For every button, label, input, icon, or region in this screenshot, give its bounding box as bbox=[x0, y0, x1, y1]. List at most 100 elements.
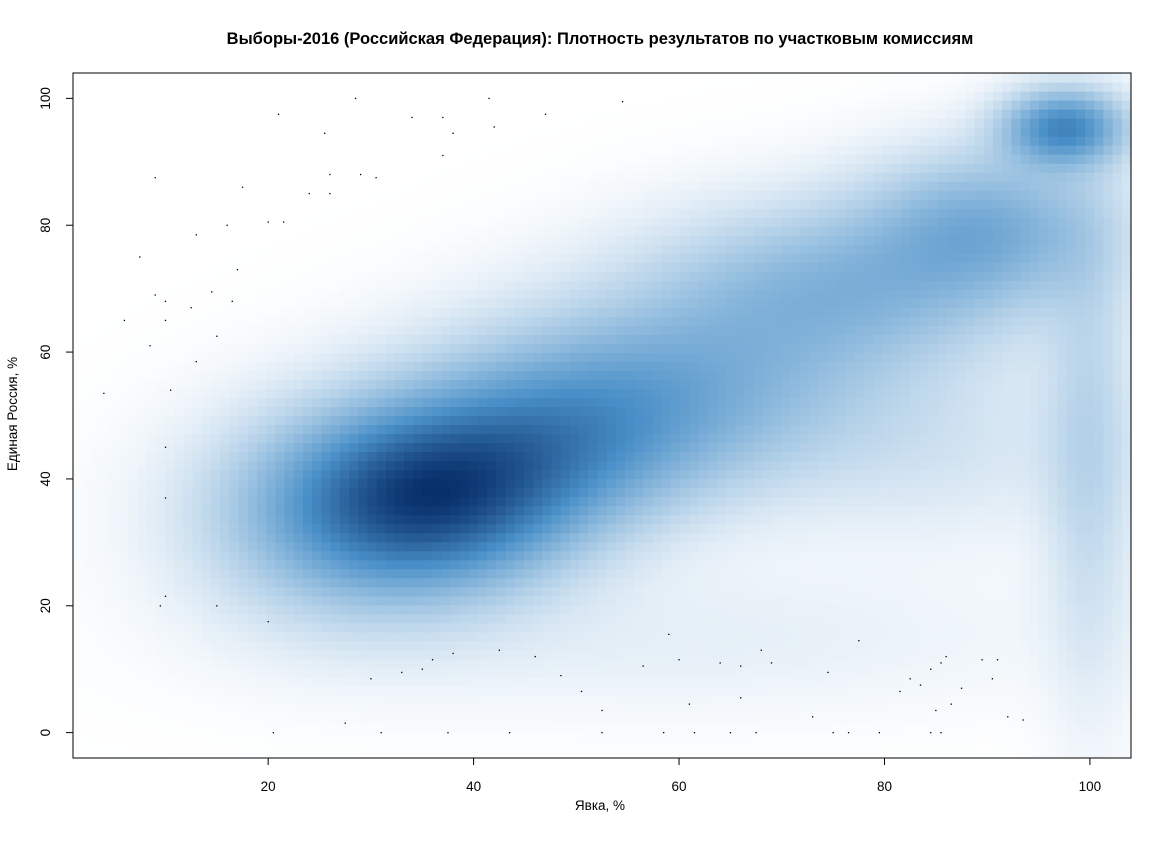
heatmap-cell bbox=[919, 460, 930, 471]
heatmap-cell bbox=[873, 640, 884, 651]
heatmap-cell bbox=[119, 451, 129, 462]
heatmap-cell bbox=[459, 640, 470, 651]
heatmap-cell bbox=[680, 730, 690, 741]
heatmap-cell bbox=[1075, 424, 1086, 435]
heatmap-cell bbox=[109, 595, 120, 606]
heatmap-cell bbox=[1020, 514, 1031, 525]
heatmap-cell bbox=[744, 487, 755, 498]
heatmap-cell bbox=[91, 442, 102, 453]
heatmap-cell bbox=[643, 577, 654, 588]
heatmap-cell bbox=[901, 703, 911, 714]
heatmap-cell bbox=[689, 721, 700, 732]
heatmap-cell bbox=[726, 676, 736, 687]
heatmap-cell bbox=[220, 694, 230, 705]
heatmap-cell bbox=[192, 451, 203, 462]
heatmap-cell bbox=[459, 469, 470, 480]
heatmap-cell bbox=[864, 550, 874, 561]
heatmap-cell bbox=[753, 586, 764, 597]
heatmap-cell bbox=[928, 640, 939, 651]
heatmap-cell bbox=[220, 397, 230, 408]
heatmap-cell bbox=[404, 523, 414, 534]
heatmap-cell bbox=[1029, 397, 1040, 408]
heatmap-cell bbox=[882, 388, 893, 399]
heatmap-cell bbox=[459, 586, 470, 597]
heatmap-cell bbox=[1048, 550, 1058, 561]
heatmap-cell bbox=[873, 604, 884, 615]
heatmap-cell bbox=[1094, 712, 1104, 723]
heatmap-cell bbox=[551, 541, 562, 552]
heatmap-cell bbox=[496, 649, 506, 660]
heatmap-cell bbox=[680, 523, 690, 534]
heatmap-cell bbox=[477, 631, 488, 642]
heatmap-cell bbox=[947, 703, 957, 714]
heatmap-cell bbox=[165, 397, 175, 408]
heatmap-cell bbox=[395, 703, 405, 714]
heatmap-cell bbox=[413, 676, 424, 687]
heatmap-cell bbox=[376, 586, 387, 597]
heatmap-cell bbox=[376, 487, 387, 498]
heatmap-cell bbox=[303, 577, 313, 588]
heatmap-cell bbox=[293, 568, 304, 579]
heatmap-cell bbox=[597, 469, 608, 480]
heatmap-cell bbox=[533, 748, 543, 759]
heatmap-cell bbox=[422, 478, 433, 489]
heatmap-cell bbox=[661, 703, 672, 714]
heatmap-cell bbox=[349, 568, 359, 579]
heatmap-cell bbox=[661, 505, 672, 516]
heatmap-cell bbox=[891, 523, 902, 534]
heatmap-cell bbox=[735, 667, 746, 678]
heatmap-cell bbox=[330, 613, 341, 624]
heatmap-cell bbox=[119, 433, 129, 444]
heatmap-cell bbox=[753, 739, 764, 750]
heatmap-cell bbox=[855, 460, 865, 471]
heatmap-cell bbox=[257, 505, 267, 516]
heatmap-cell bbox=[183, 415, 194, 426]
heatmap-cell bbox=[358, 550, 368, 561]
heatmap-cell bbox=[450, 361, 460, 372]
heatmap-cell bbox=[615, 415, 626, 426]
heatmap-cell bbox=[974, 649, 985, 660]
heatmap-cell bbox=[533, 712, 543, 723]
heatmap-cell bbox=[183, 568, 194, 579]
heatmap-cell bbox=[100, 388, 111, 399]
heatmap-cell bbox=[174, 496, 184, 507]
heatmap-cell bbox=[606, 622, 617, 633]
heatmap-cell bbox=[293, 739, 304, 750]
heatmap-cell bbox=[1029, 703, 1040, 714]
heatmap-cell bbox=[73, 712, 83, 723]
heatmap-cell bbox=[1075, 433, 1086, 444]
heatmap-cell bbox=[744, 388, 755, 399]
heatmap-cell bbox=[845, 433, 856, 444]
heatmap-cell bbox=[707, 460, 718, 471]
heatmap-cell bbox=[91, 622, 102, 633]
heatmap-cell bbox=[174, 397, 184, 408]
heatmap-cell bbox=[864, 667, 874, 678]
heatmap-cell bbox=[579, 469, 589, 480]
heatmap-cell bbox=[1039, 550, 1049, 561]
heatmap-cell bbox=[505, 478, 516, 489]
heatmap-cell bbox=[1039, 505, 1049, 516]
heatmap-cell bbox=[753, 712, 764, 723]
heatmap-cell bbox=[836, 424, 847, 435]
heatmap-cell bbox=[1011, 424, 1022, 435]
heatmap-cell bbox=[450, 442, 460, 453]
heatmap-cell bbox=[367, 442, 378, 453]
heatmap-cell bbox=[229, 478, 240, 489]
heatmap-cell bbox=[726, 640, 736, 651]
heatmap-cell bbox=[882, 622, 893, 633]
heatmap-cell bbox=[165, 496, 175, 507]
heatmap-cell bbox=[827, 550, 838, 561]
heatmap-cell bbox=[836, 415, 847, 426]
heatmap-cell bbox=[1112, 667, 1123, 678]
heatmap-cell bbox=[523, 451, 534, 462]
heatmap-cell bbox=[910, 712, 920, 723]
heatmap-cell bbox=[496, 658, 506, 669]
heatmap-cell bbox=[726, 631, 736, 642]
heatmap-cell bbox=[146, 505, 157, 516]
heatmap-cell bbox=[569, 586, 580, 597]
heatmap-cell bbox=[487, 478, 497, 489]
heatmap-cell bbox=[671, 703, 681, 714]
heatmap-cell bbox=[137, 658, 148, 669]
heatmap-cell bbox=[183, 640, 194, 651]
heatmap-cell bbox=[533, 406, 543, 417]
